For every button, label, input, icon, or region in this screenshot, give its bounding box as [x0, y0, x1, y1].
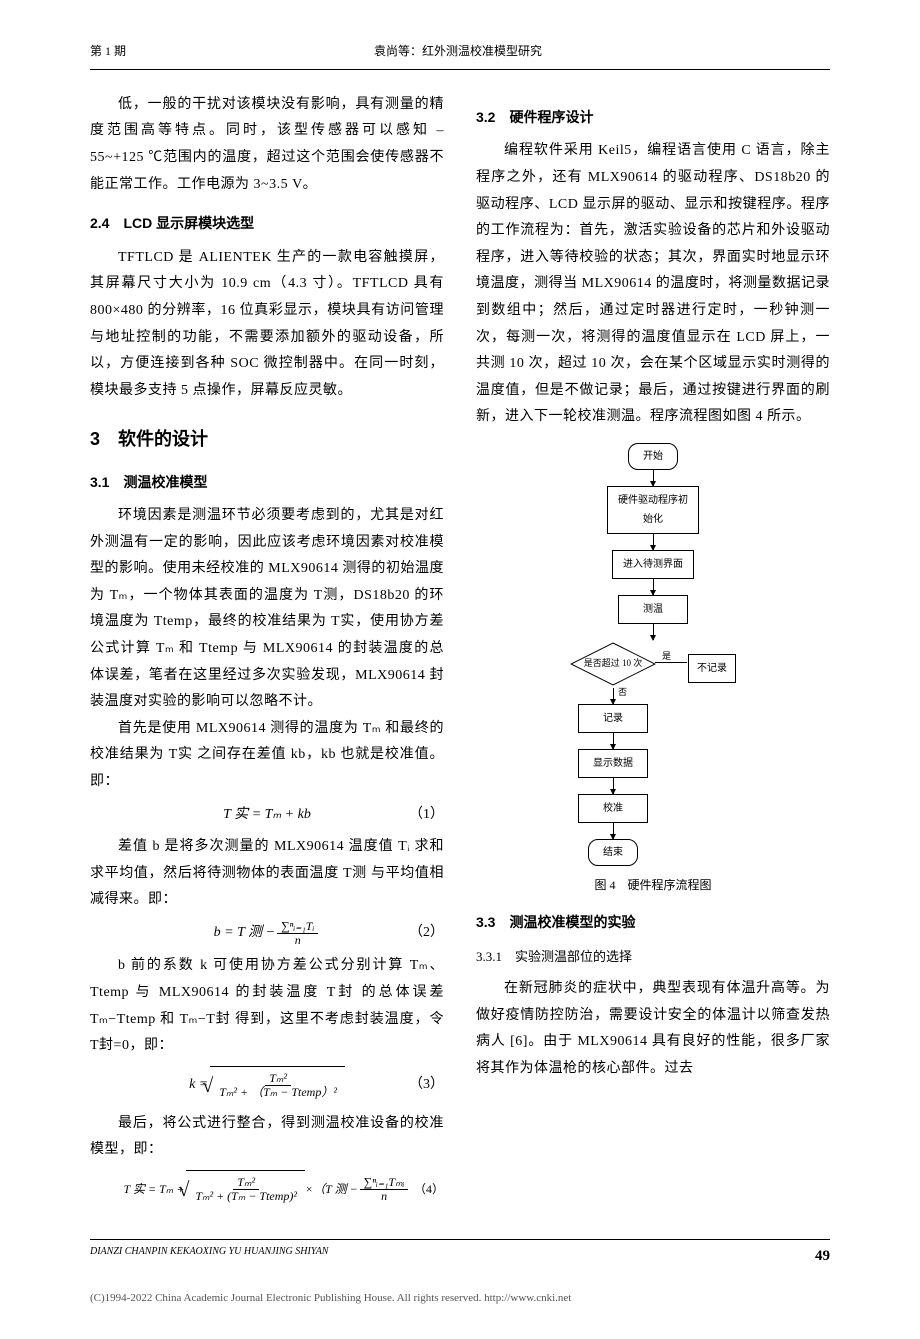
eq-body: T 实 = Tₘ + kb: [223, 802, 311, 829]
denominator: n: [291, 934, 305, 947]
paragraph: b 前的系数 k 可使用协方差公式分别计算 Tₘ、Ttemp 与 MLX9061…: [90, 953, 444, 1059]
fraction: ∑ⁿᵢ₌₁Tₘᵢ n: [360, 1176, 409, 1203]
flow-start: 开始: [628, 443, 678, 470]
flow-arrow-icon: [653, 470, 654, 486]
eq-number: （3）: [409, 1072, 444, 1099]
equation-4: T 实 = Tₘ + Tₘ² Tₘ² + (Tₘ − Ttemp)² ×（T 测…: [90, 1170, 444, 1209]
paragraph: 编程软件采用 Keil5，编程语言使用 C 语言，除主程序之外，还有 MLX90…: [476, 138, 830, 431]
paragraph: 最后，将公式进行整合，得到测温校准设备的校准模型，即：: [90, 1111, 444, 1164]
page-header: 第 1 期 袁尚等：红外测温校准模型研究: [90, 40, 830, 70]
flow-arrow-icon: [653, 624, 654, 640]
equation-3: k = Tₘ² Tₘ² + （Tₘ − Ttemp）² （3）: [90, 1066, 444, 1105]
flow-end: 结束: [588, 839, 638, 866]
numerator: Tₘ²: [265, 1072, 291, 1086]
fraction: ∑ⁿᵢ₌₁Tᵢ n: [277, 920, 318, 947]
flow-record: 记录: [578, 704, 648, 733]
eq-lhs: T 实 = Tₘ +: [124, 1178, 185, 1201]
flow-decision-branch: 是否超过 10 次 否 记录 显示数据 校准 结束 是 不记录: [570, 640, 736, 866]
heading-3-1: 3.1 测温校准模型: [90, 469, 444, 496]
denominator: Tₘ² + （Tₘ − Ttemp）²: [215, 1086, 341, 1099]
denominator: n: [377, 1190, 391, 1203]
page-number: 49: [815, 1242, 830, 1271]
paragraph: 低，一般的干扰对该模块没有影响，具有测量的精度范围高等特点。同时，该型传感器可以…: [90, 92, 444, 198]
equation-1: T 实 = Tₘ + kb （1）: [90, 802, 444, 829]
flow-calibrate: 校准: [578, 794, 648, 823]
paragraph: 差值 b 是将多次测量的 MLX90614 温度值 Tᵢ 求和求平均值，然后将待…: [90, 834, 444, 914]
heading-2-4: 2.4 LCD 显示屏模块选型: [90, 210, 444, 237]
flow-no-record: 不记录: [688, 654, 736, 683]
flow-connector: [655, 662, 687, 663]
sqrt: Tₘ² Tₘ² + （Tₘ − Ttemp）²: [210, 1066, 345, 1105]
flow-wait: 进入待测界面: [612, 550, 694, 579]
two-column-layout: 低，一般的干扰对该模块没有影响，具有测量的精度范围高等特点。同时，该型传感器可以…: [90, 92, 830, 1215]
denominator: Tₘ² + (Tₘ − Ttemp)²: [191, 1190, 301, 1203]
flow-arrow-icon: [613, 733, 614, 749]
fraction: Tₘ² Tₘ² + （Tₘ − Ttemp）²: [215, 1072, 341, 1099]
sqrt: Tₘ² Tₘ² + (Tₘ − Ttemp)²: [186, 1170, 305, 1209]
left-column: 低，一般的干扰对该模块没有影响，具有测量的精度范围高等特点。同时，该型传感器可以…: [90, 92, 444, 1215]
copyright-notice: (C)1994-2022 China Academic Journal Elec…: [90, 1288, 830, 1309]
heading-3: 3 软件的设计: [90, 422, 444, 456]
eq-number: （1）: [409, 802, 444, 829]
flow-display: 显示数据: [578, 749, 648, 778]
eq-number: （4）: [414, 1178, 444, 1201]
paragraph: TFTLCD 是 ALIENTEK 生产的一款电容触摸屏，其屏幕尺寸大小为 10…: [90, 245, 444, 405]
header-left: 第 1 期: [90, 40, 126, 63]
flow-arrow-icon: [653, 579, 654, 595]
right-column: 3.2 硬件程序设计 编程软件采用 Keil5，编程语言使用 C 语言，除主程序…: [476, 92, 830, 1215]
heading-3-2: 3.2 硬件程序设计: [476, 104, 830, 131]
numerator: Tₘ²: [233, 1176, 259, 1190]
label-no: 否: [618, 684, 627, 701]
header-center: 袁尚等：红外测温校准模型研究: [126, 40, 790, 63]
paragraph: 在新冠肺炎的症状中，典型表现有体温升高等。为做好疫情防控防治，需要设计安全的体温…: [476, 976, 830, 1082]
figure-caption: 图 4 硬件程序流程图: [476, 874, 830, 897]
numerator: ∑ⁿᵢ₌₁Tₘᵢ: [360, 1176, 409, 1190]
flow-arrow-icon: [653, 534, 654, 550]
flow-arrow-icon: [613, 823, 614, 839]
flow-arrow-icon: [613, 778, 614, 794]
flowchart-figure-4: 开始 硬件驱动程序初 始化 进入待测界面 测温 是否超过 10 次 否 记录: [476, 443, 830, 866]
heading-3-3-1: 3.3.1 实验测温部位的选择: [476, 945, 830, 970]
equation-2: b = T 测 − ∑ⁿᵢ₌₁Tᵢ n （2）: [90, 920, 444, 947]
paragraph: 环境因素是测温环节必须要考虑到的，尤其是对红外测温有一定的影响，因此应该考虑环境…: [90, 503, 444, 716]
paragraph: 首先是使用 MLX90614 测得的温度为 Tₘ 和最终的校准结果为 T实 之间…: [90, 716, 444, 796]
eq-mid: ×（T 测 −: [305, 1178, 358, 1201]
flow-arrow-icon: [613, 688, 614, 704]
decision-text: 是否超过 10 次: [584, 659, 643, 669]
fraction: Tₘ² Tₘ² + (Tₘ − Ttemp)²: [191, 1176, 301, 1203]
eq-lhs: b = T 测 −: [214, 920, 275, 947]
heading-3-3: 3.3 测温校准模型的实验: [476, 909, 830, 936]
flow-measure: 测温: [618, 595, 688, 624]
eq-number: （2）: [409, 920, 444, 947]
flow-decision: 是否超过 10 次: [570, 642, 656, 686]
flow-init: 硬件驱动程序初 始化: [607, 486, 699, 534]
numerator: ∑ⁿᵢ₌₁Tᵢ: [277, 920, 318, 934]
page-footer: DIANZI CHANPIN KEKAOXING YU HUANJING SHI…: [90, 1239, 830, 1271]
footer-journal: DIANZI CHANPIN KEKAOXING YU HUANJING SHI…: [90, 1242, 328, 1271]
